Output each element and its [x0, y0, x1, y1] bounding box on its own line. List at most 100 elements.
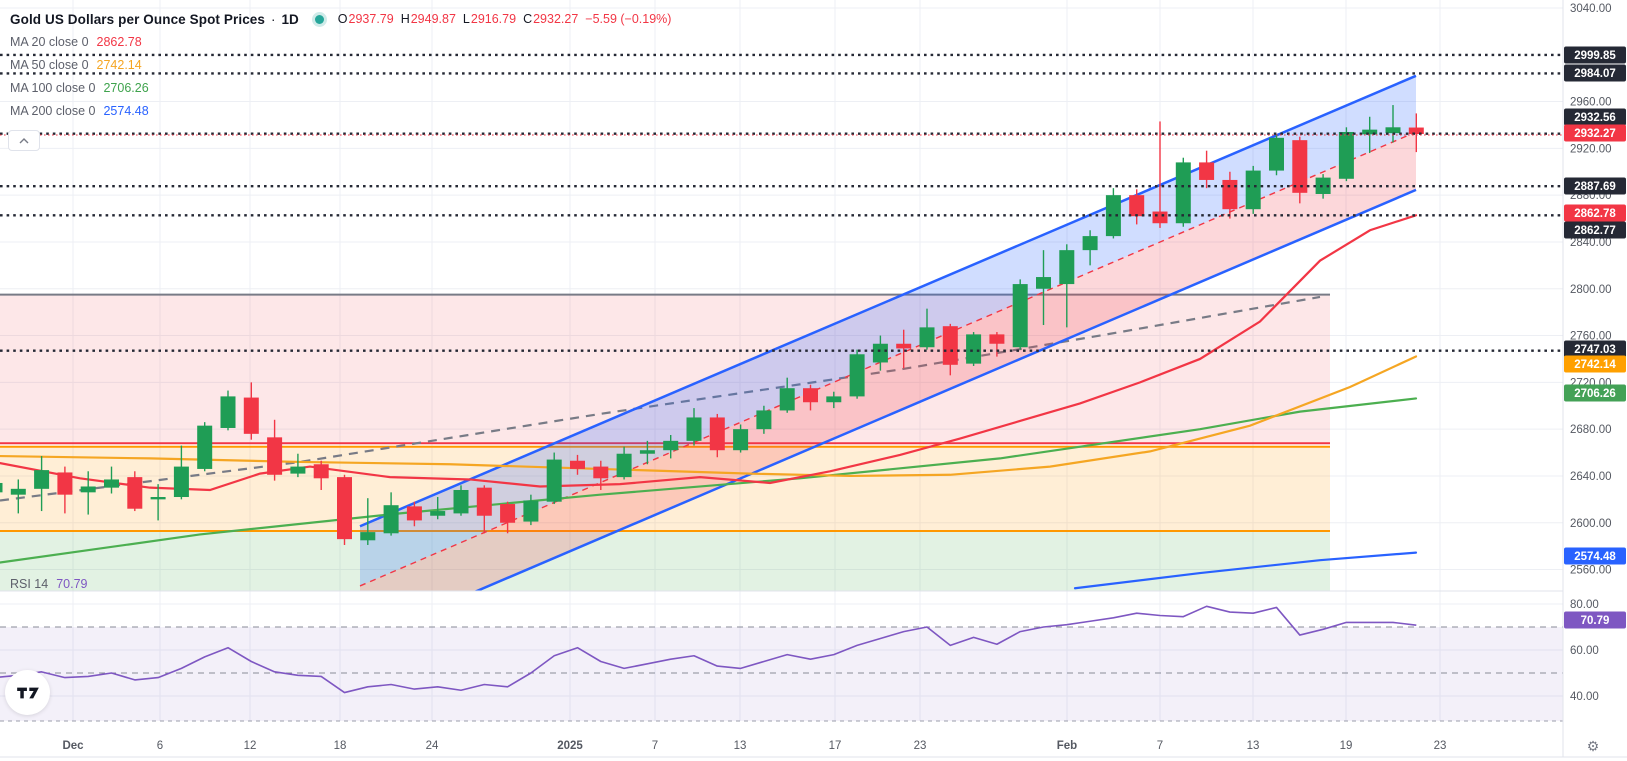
symbol-title-row[interactable]: Gold US Dollars per Ounce Spot Prices · … — [10, 8, 671, 30]
candle[interactable] — [919, 308, 935, 350]
candle[interactable] — [430, 497, 446, 520]
candle[interactable] — [383, 492, 399, 536]
candle[interactable] — [1152, 121, 1168, 228]
candle[interactable] — [1059, 244, 1075, 328]
candle[interactable] — [1245, 165, 1261, 214]
candle[interactable] — [1012, 279, 1028, 350]
candle[interactable] — [290, 453, 306, 478]
ma50-value: 2742.14 — [96, 57, 142, 72]
candle[interactable] — [267, 419, 283, 481]
rsi-label: RSI 14 — [10, 577, 49, 591]
rsi-line[interactable] — [0, 605, 1417, 694]
candle[interactable] — [523, 494, 539, 526]
candle[interactable] — [0, 477, 3, 504]
candle[interactable] — [453, 485, 469, 516]
candle[interactable] — [1199, 150, 1215, 189]
candle[interactable] — [197, 422, 213, 472]
candle-body — [779, 388, 795, 411]
candle[interactable] — [686, 408, 702, 446]
channel-lower-line[interactable] — [360, 188, 1417, 641]
candle[interactable] — [639, 440, 655, 465]
candle[interactable] — [942, 323, 958, 376]
time-axis[interactable]: Dec 6 12 18 24 2025 7 13 17 23 Feb 7 13 19 23 — [62, 740, 1446, 752]
candle[interactable] — [34, 456, 50, 512]
candle[interactable] — [1362, 116, 1378, 154]
legend-item-ma50[interactable]: MA 50 close 0 2742.14 — [10, 53, 671, 76]
ma-100-line[interactable] — [0, 397, 1418, 564]
candle[interactable] — [826, 391, 842, 409]
ma-50-line[interactable] — [0, 355, 1418, 478]
candle[interactable] — [1385, 105, 1401, 143]
price-axis-badge-bg — [1564, 64, 1626, 82]
candle[interactable] — [500, 501, 516, 534]
tradingview-logo[interactable] — [5, 670, 50, 715]
price-axis-badge-text: 2706.26 — [1574, 388, 1616, 400]
candle[interactable] — [1269, 134, 1284, 176]
candle[interactable] — [849, 349, 865, 399]
candle[interactable] — [220, 390, 236, 431]
candle[interactable] — [593, 460, 609, 490]
candle[interactable] — [476, 485, 492, 534]
dashed-trendline[interactable] — [0, 295, 1321, 502]
candle-body — [430, 511, 446, 516]
legend-item-ma100[interactable]: MA 100 close 0 2706.26 — [10, 76, 671, 99]
candle[interactable] — [896, 329, 912, 369]
candle[interactable] — [1338, 127, 1354, 182]
candle[interactable] — [803, 384, 818, 411]
time-axis-settings-gear-icon[interactable]: ⚙ — [1583, 736, 1603, 756]
candle[interactable] — [80, 471, 96, 515]
candle[interactable] — [337, 474, 352, 545]
candle[interactable] — [570, 454, 585, 475]
legend-item-rsi[interactable]: RSI 14 70.79 — [10, 577, 88, 591]
price-axis-badge: 2887.69 — [1564, 177, 1626, 195]
price-axis-label: 2840.00 — [1570, 237, 1612, 249]
candle[interactable] — [616, 446, 632, 480]
candle[interactable] — [1408, 113, 1424, 153]
price-pane[interactable] — [0, 53, 1563, 641]
candle[interactable] — [1129, 189, 1145, 225]
candle[interactable] — [709, 413, 725, 458]
candle[interactable] — [733, 424, 749, 453]
candle[interactable] — [966, 332, 982, 366]
rsi-pane[interactable] — [0, 605, 1563, 721]
timeframe-label[interactable]: 1D — [281, 11, 299, 27]
candle[interactable] — [663, 435, 679, 459]
candle-body — [570, 460, 585, 469]
candle[interactable] — [127, 471, 143, 512]
candle[interactable] — [1315, 174, 1331, 199]
candle-body — [733, 429, 749, 451]
candle[interactable] — [243, 382, 259, 440]
candle[interactable] — [360, 498, 376, 545]
candle[interactable] — [10, 479, 26, 514]
price-axis-badge-text: 2742.14 — [1574, 359, 1616, 371]
candle[interactable] — [779, 377, 795, 413]
candle[interactable] — [173, 445, 189, 500]
candle[interactable] — [57, 466, 73, 514]
channel-upper-line[interactable] — [359, 74, 1417, 528]
candle[interactable] — [150, 484, 166, 521]
candle[interactable] — [1222, 171, 1238, 219]
candle[interactable] — [1105, 188, 1121, 239]
price-axis-label: 2600.00 — [1570, 518, 1612, 530]
market-status-dot[interactable] — [314, 14, 324, 24]
ma-20-line[interactable] — [0, 214, 1418, 492]
candle[interactable] — [313, 460, 329, 490]
candle[interactable] — [104, 466, 119, 494]
candle[interactable] — [989, 332, 1005, 357]
price-axis[interactable]: 3040.002960.002920.002880.002840.002800.… — [1564, 3, 1626, 703]
legend-item-ma20[interactable]: MA 20 close 0 2862.78 — [10, 30, 671, 53]
ma-200-line[interactable] — [1073, 551, 1418, 590]
symbol-title[interactable]: Gold US Dollars per Ounce Spot Prices — [10, 11, 266, 27]
candle-body — [686, 417, 702, 441]
candle[interactable] — [1036, 250, 1051, 326]
candle[interactable] — [1292, 136, 1308, 204]
legend-collapse-button[interactable] — [8, 130, 40, 151]
price-zone[interactable] — [0, 530, 1330, 595]
candle[interactable] — [1082, 230, 1098, 266]
candle[interactable] — [406, 501, 422, 527]
legend-item-ma200[interactable]: MA 200 close 0 2574.48 — [10, 99, 671, 122]
candle[interactable] — [872, 335, 888, 371]
candle[interactable] — [756, 405, 772, 434]
candle[interactable] — [546, 452, 562, 505]
